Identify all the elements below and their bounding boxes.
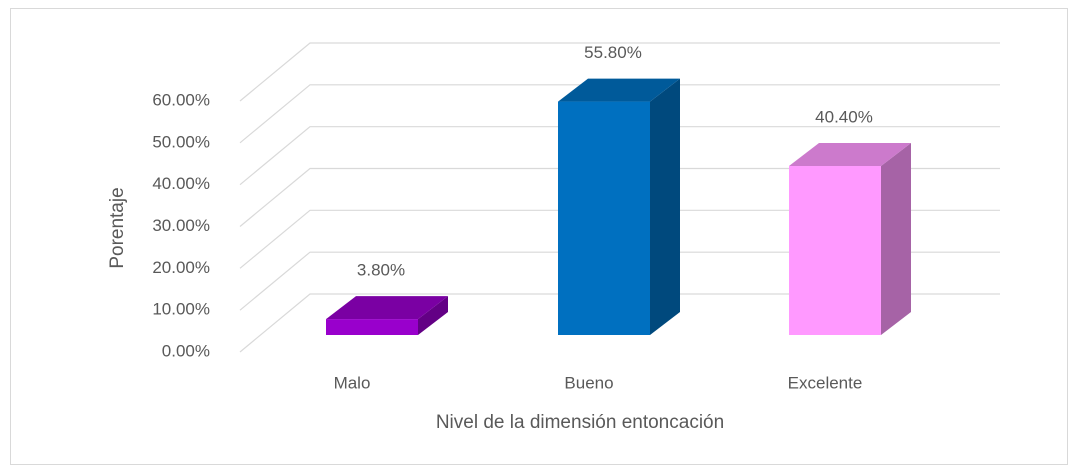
bar-top [326,296,448,320]
bar [789,165,881,335]
grid-line [239,209,1000,269]
bar-side [650,78,680,335]
bar-side [881,142,911,335]
grid-line [239,167,1000,227]
x-tick-label: Excelente [788,373,863,392]
y-tick-label: 10.00% [152,300,210,319]
value-label: 3.80% [357,261,405,280]
bar [558,101,650,335]
grid-line [239,84,1000,144]
y-tick-label: 40.00% [152,174,210,193]
grid-line [239,42,1000,102]
grid-line [239,293,1000,353]
bar-top [558,78,680,102]
value-label: 55.80% [584,43,642,62]
y-tick-label: 50.00% [152,132,210,151]
bar-top [789,142,911,166]
x-tick-label: Malo [334,373,371,392]
value-label: 40.40% [815,107,873,126]
bar [326,319,418,335]
grid-line [239,251,1000,311]
x-axis-title: Nivel de la dimensión entoncación [436,412,724,433]
y-tick-label: 30.00% [152,216,210,235]
bar-side [418,296,448,335]
y-tick-label: 0.00% [162,341,210,360]
y-tick-label: 60.00% [152,90,210,109]
grid-line [239,126,1000,186]
y-axis-title: Porentaje [107,187,128,268]
y-tick-label: 20.00% [152,258,210,277]
x-tick-label: Bueno [564,373,613,392]
